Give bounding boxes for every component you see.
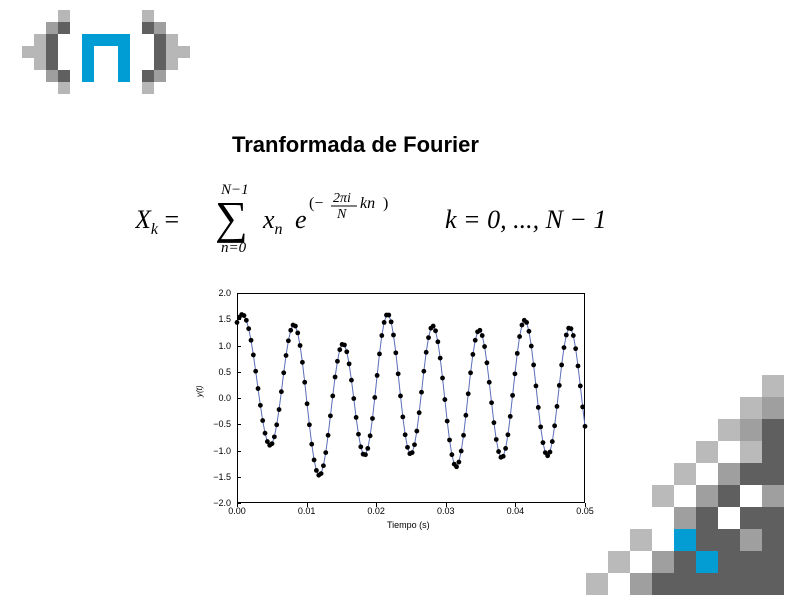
chart-ytick: −0.5	[203, 419, 231, 429]
chart-ytick: −1.5	[203, 472, 231, 482]
chart-ytick: 0.0	[203, 393, 231, 403]
chart-ytick: −1.0	[203, 446, 231, 456]
chart-plot	[197, 289, 591, 530]
svg-text:Xk =: Xk =	[135, 205, 179, 238]
chart-ytick: 1.5	[203, 314, 231, 324]
svg-text:kn: kn	[360, 195, 375, 212]
chart-xtick: 0.00	[222, 506, 252, 516]
chart-xtick: 0.01	[292, 506, 322, 516]
formula-exp-base: e	[295, 205, 307, 234]
formula-term-sub: n	[275, 221, 283, 238]
fourier-formula: Xk = N−1 ∑ n=0 xn e (− 2πi N kn ) k = 0,…	[135, 180, 635, 255]
chart-xtick: 0.03	[431, 506, 461, 516]
signal-chart: y(t) Tiempo (s) 2.01.51.00.50.0−0.5−1.0−…	[197, 289, 591, 530]
formula-term-var: x	[262, 205, 275, 234]
svg-text:2πi: 2πi	[333, 191, 351, 206]
page-title: Tranformada de Fourier	[232, 132, 479, 158]
chart-xtick: 0.04	[500, 506, 530, 516]
formula-range: k = 0, ..., N − 1	[445, 205, 606, 234]
svg-text:xn: xn	[262, 205, 283, 238]
svg-text:(−: (−	[309, 195, 323, 212]
formula-lhs-var: X	[135, 205, 152, 234]
svg-text:N: N	[336, 207, 347, 222]
brand-logo-icon	[22, 10, 192, 102]
chart-ytick: 0.5	[203, 367, 231, 377]
formula-sum-lower: n=0	[221, 240, 247, 256]
chart-xtick: 0.02	[361, 506, 391, 516]
chart-ytick: 2.0	[203, 288, 231, 298]
svg-text:∑: ∑	[215, 192, 248, 243]
svg-text:): )	[383, 195, 388, 212]
chart-ytick: 1.0	[203, 341, 231, 351]
corner-decoration-icon	[564, 375, 794, 595]
